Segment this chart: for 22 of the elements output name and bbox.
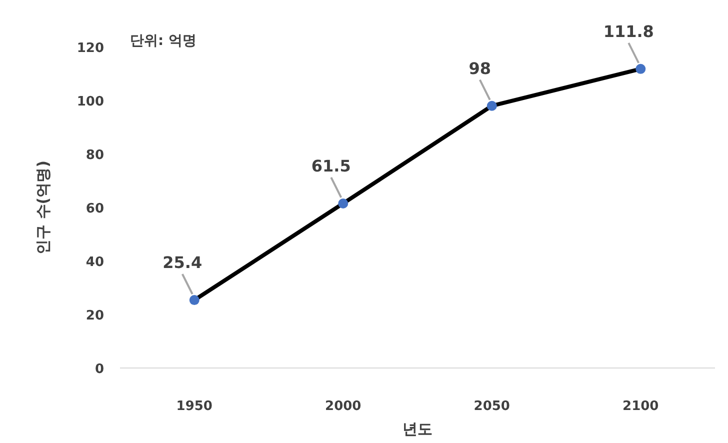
data-label: 98 [468, 58, 492, 78]
x-tick-label: 2050 [474, 399, 510, 414]
y-tick-label: 40 [86, 255, 104, 270]
x-tick-label: 2000 [325, 399, 362, 414]
y-tick-label: 80 [86, 148, 104, 163]
data-label: 25.4 [162, 253, 202, 272]
y-axis-title: 인구 수(억명) [34, 160, 52, 254]
annotation: 단위: 억명 [130, 33, 196, 49]
point [338, 198, 348, 208]
y-tick-label: 60 [86, 202, 104, 216]
x-tick-label: 1950 [176, 399, 212, 414]
x-tick-label: 2100 [622, 399, 659, 414]
point [636, 64, 646, 74]
y-tick-label: 0 [94, 362, 104, 377]
data-label: 61.5 [311, 156, 351, 176]
y-tick-label: 120 [76, 41, 104, 56]
y-tick-label: 100 [76, 94, 104, 110]
point [189, 295, 200, 306]
data-label: 111.8 [603, 22, 654, 41]
y-tick-label: 20 [86, 308, 104, 324]
point [486, 100, 497, 111]
x-axis-title: 년도 [402, 420, 432, 438]
